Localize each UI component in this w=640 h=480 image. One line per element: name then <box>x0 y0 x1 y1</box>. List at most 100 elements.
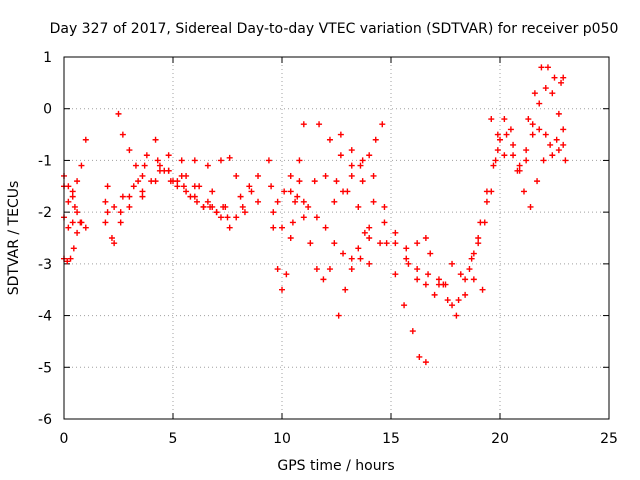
data-point <box>126 203 133 210</box>
data-point <box>69 188 76 195</box>
data-point <box>209 188 216 195</box>
data-point <box>403 255 410 262</box>
y-tick-label: -3 <box>38 257 52 273</box>
data-point <box>494 131 501 138</box>
data-point <box>355 245 362 252</box>
data-point <box>381 219 388 226</box>
data-point <box>366 260 373 267</box>
data-point <box>281 188 288 195</box>
data-point <box>292 198 299 205</box>
data-point <box>279 224 285 231</box>
series-track-j <box>154 157 227 216</box>
data-point <box>370 198 377 205</box>
data-point <box>74 209 81 216</box>
series-track-r <box>335 229 373 319</box>
data-point <box>313 266 320 273</box>
data-point <box>111 240 118 247</box>
data-point <box>74 178 81 185</box>
data-point <box>126 147 133 154</box>
series-track-z <box>488 116 567 210</box>
data-point <box>108 235 115 241</box>
data-point <box>161 167 168 174</box>
data-point <box>248 188 255 195</box>
x-tick-label: 15 <box>382 431 400 447</box>
data-point <box>255 198 262 205</box>
data-point <box>422 281 429 288</box>
data-point <box>392 271 399 278</box>
data-point <box>422 359 429 366</box>
data-point <box>348 172 355 179</box>
x-tick-label: 0 <box>60 431 69 447</box>
data-point <box>536 100 543 107</box>
data-point <box>449 260 456 267</box>
data-point <box>355 203 362 210</box>
data-point <box>246 183 253 190</box>
y-axis-label: SDTVAR / TECUs <box>6 181 22 296</box>
data-point <box>226 224 233 231</box>
series-track-p <box>287 178 373 267</box>
series-track-t <box>337 131 429 252</box>
data-point <box>409 328 416 335</box>
data-point <box>379 121 386 128</box>
data-point <box>233 214 240 221</box>
data-point <box>67 255 74 262</box>
data-point <box>366 224 373 231</box>
data-point <box>331 198 338 205</box>
data-point <box>431 291 438 298</box>
data-point <box>520 188 527 195</box>
data-point <box>204 162 211 169</box>
data-point <box>268 183 275 190</box>
series-track-q <box>331 121 386 205</box>
data-point <box>139 172 146 179</box>
data-point <box>154 157 161 164</box>
data-point <box>558 79 565 86</box>
data-point <box>233 172 240 179</box>
data-point <box>444 297 451 304</box>
data-point <box>383 240 390 247</box>
data-point <box>283 271 290 278</box>
data-point <box>270 209 277 216</box>
data-point <box>427 250 434 257</box>
data-point <box>401 302 408 309</box>
ticks <box>63 56 610 420</box>
data-point <box>191 157 198 164</box>
series-track-l <box>233 183 262 221</box>
data-point <box>183 172 190 179</box>
data-point <box>529 121 536 128</box>
data-point <box>74 229 81 236</box>
data-point <box>152 136 159 143</box>
data-point <box>104 183 111 190</box>
data-point <box>141 162 148 169</box>
data-point <box>381 203 388 210</box>
x-tick-label: 5 <box>169 431 178 447</box>
data-point <box>342 286 349 293</box>
data-point <box>555 147 562 154</box>
data-point <box>555 110 562 117</box>
series-track-n <box>268 172 333 283</box>
data-point <box>359 157 366 164</box>
data-point <box>549 90 556 97</box>
series-track-c <box>61 219 84 265</box>
data-point <box>494 147 501 154</box>
data-marks <box>61 64 569 366</box>
data-point <box>326 136 333 143</box>
series-track-e <box>102 136 231 221</box>
data-point <box>470 250 477 257</box>
data-point <box>497 136 503 143</box>
series-track-aa <box>510 85 567 169</box>
data-point <box>510 152 517 159</box>
data-point <box>287 235 294 241</box>
data-point <box>337 131 344 138</box>
data-point <box>65 198 72 205</box>
data-point <box>226 154 233 161</box>
data-point <box>392 229 399 236</box>
y-tick-label: -6 <box>38 412 52 428</box>
y-tick-label: 0 <box>43 102 52 118</box>
tick-labels: 0 5 10 15 20 25 -6 -5 -4 -3 -2 -1 0 1 <box>38 50 618 447</box>
series-track-o <box>270 172 384 247</box>
y-tick-label: -2 <box>38 205 52 221</box>
x-tick-label: 20 <box>491 431 509 447</box>
data-point <box>536 126 543 133</box>
data-point <box>148 178 155 185</box>
